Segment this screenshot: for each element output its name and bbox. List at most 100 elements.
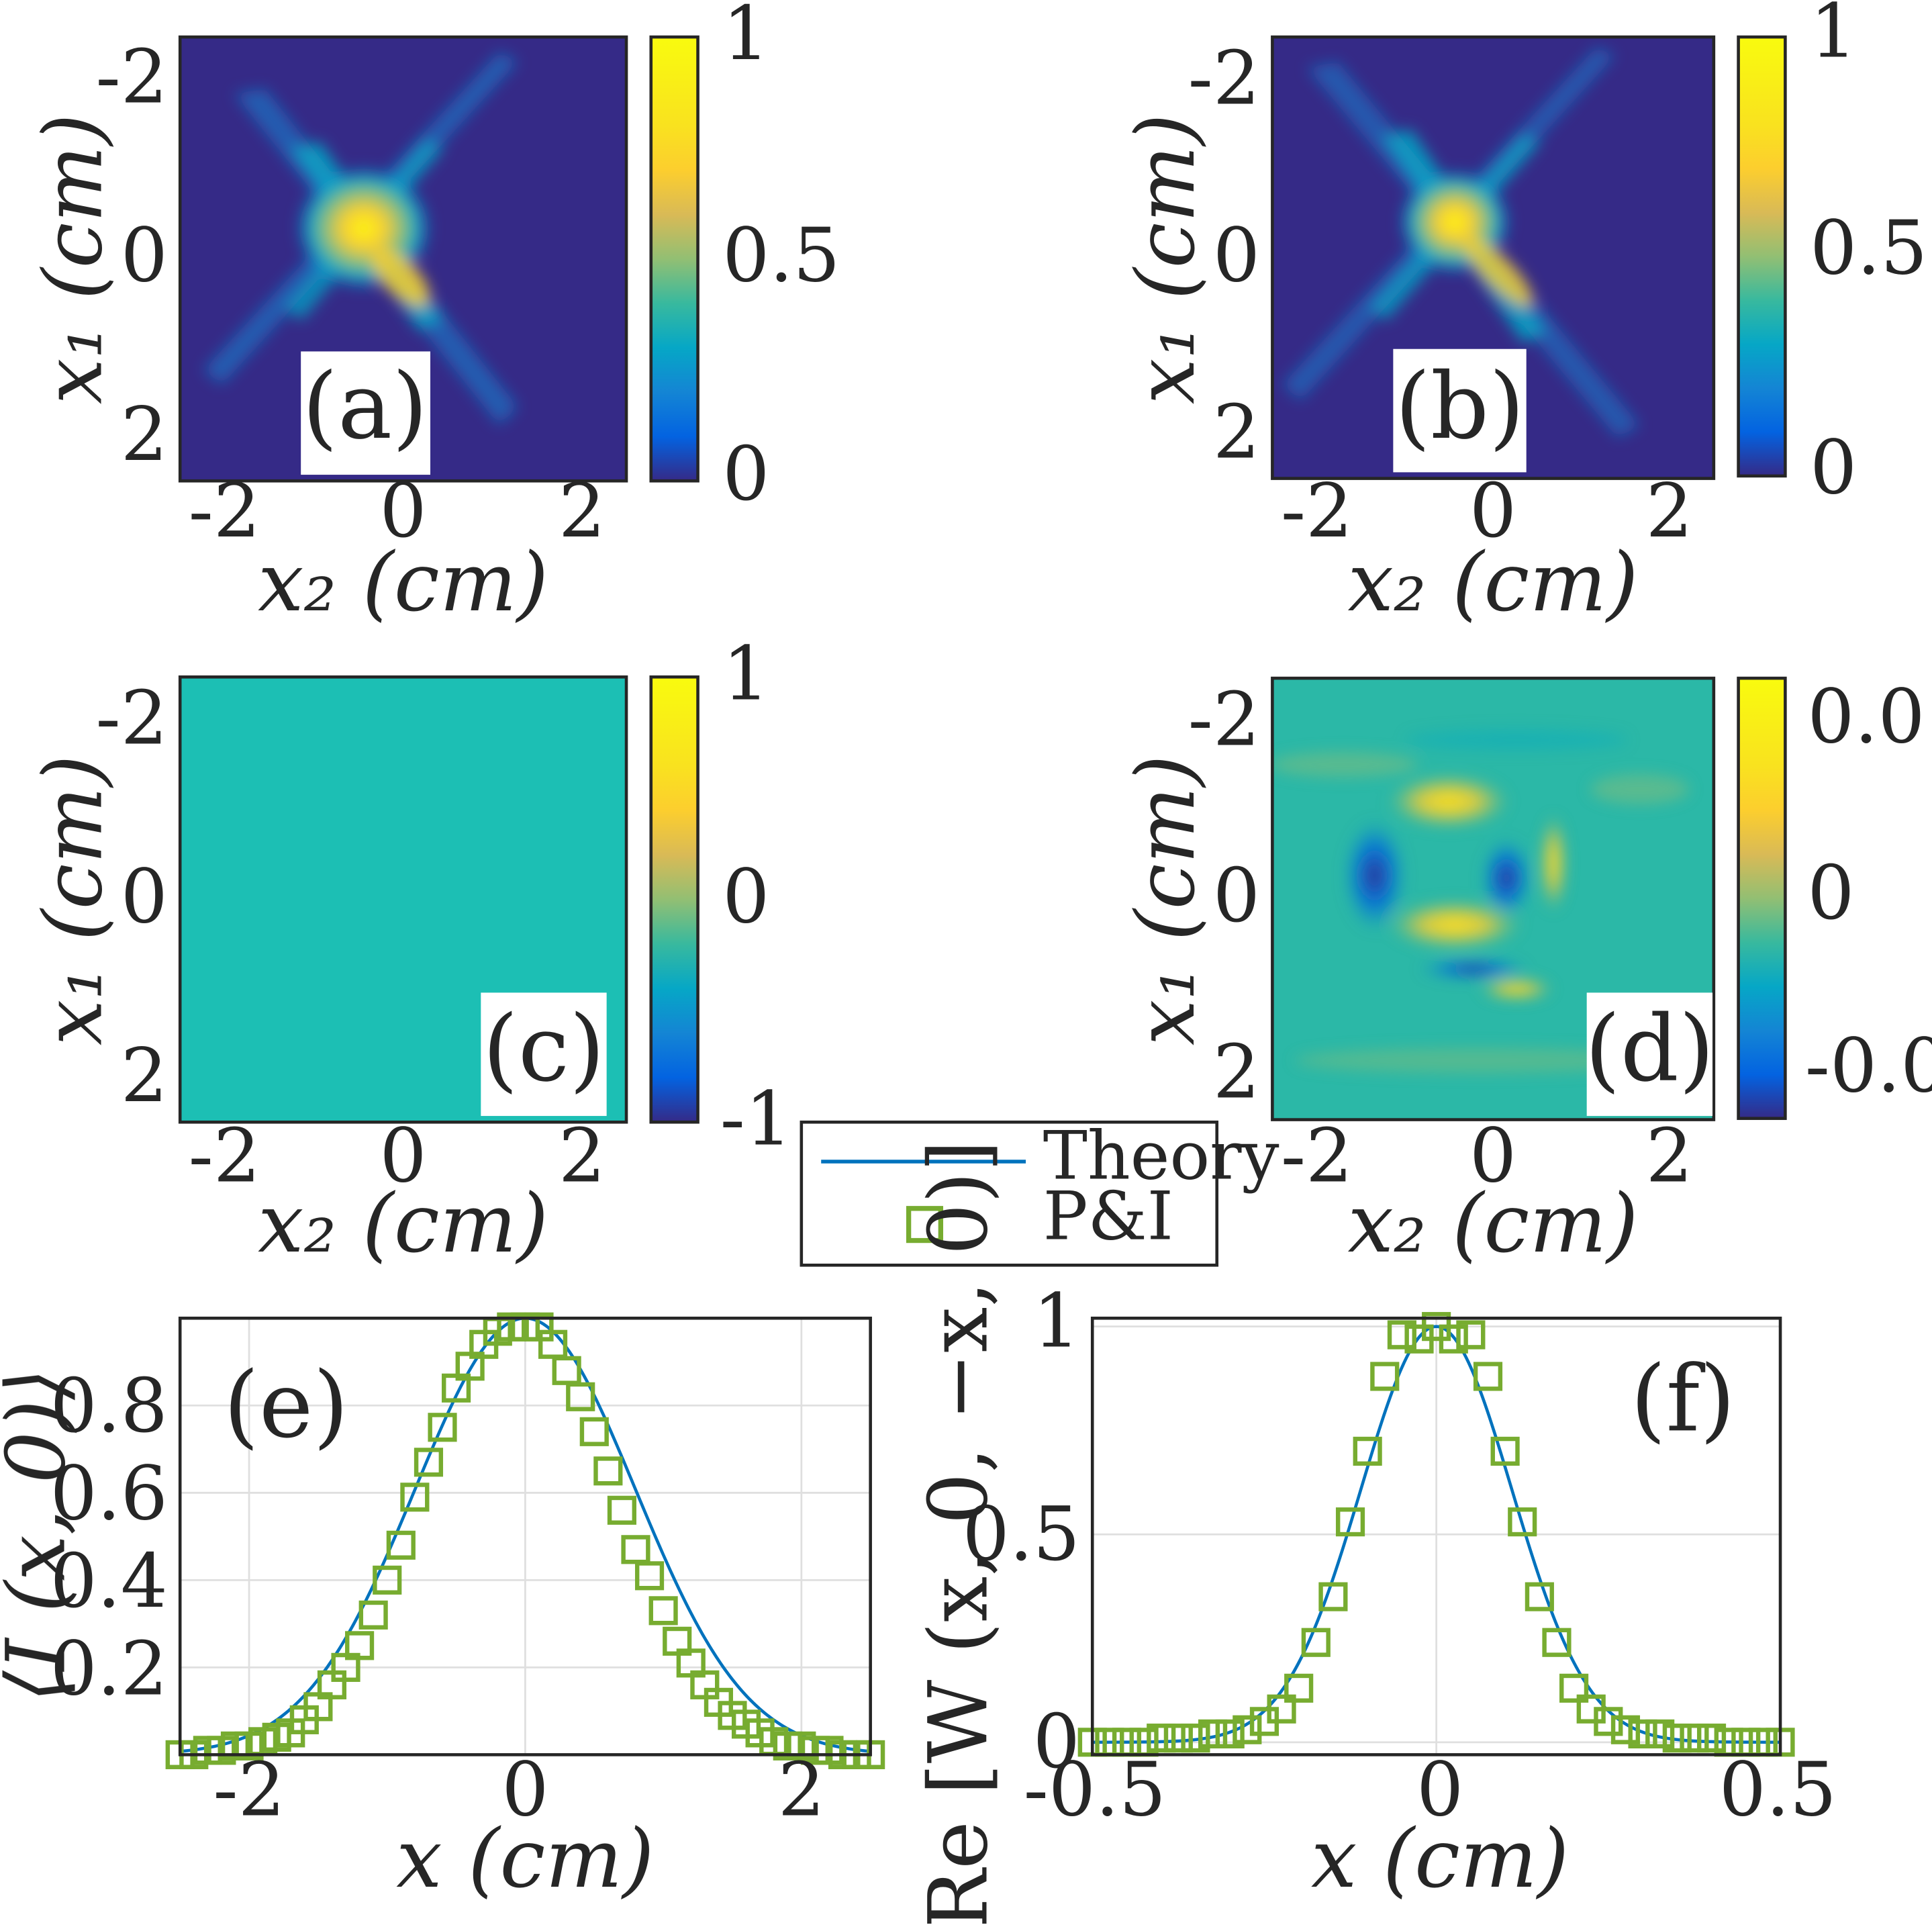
ytick-e-0: 0.2 (50, 1626, 168, 1711)
pi-marker-f-35 (1680, 1724, 1709, 1753)
pi-marker-f-13 (1301, 1628, 1331, 1657)
ytick-c-0: -2 (95, 675, 167, 761)
ylabel-b: x₁ (cm) (1118, 113, 1213, 404)
cbar-a-tick-min: 0 (722, 431, 769, 517)
panel-label-a: (a) (302, 354, 428, 460)
axis-a-xticks: -2 0 2 (189, 468, 606, 554)
pi-marker-f-36 (1696, 1724, 1727, 1753)
pi-marker-f-24 (1490, 1436, 1520, 1466)
cbar-b-tick-mid: 0.5 (1810, 205, 1927, 291)
ytick-f-2: 1 (1033, 1278, 1080, 1364)
ylabel-e: ⟨I (x, 0)⟩ (0, 1368, 84, 1702)
axes-b-box (1271, 35, 1716, 480)
xtick-b-1: 0 (1469, 468, 1516, 554)
xtick-e-0: -2 (213, 1746, 285, 1832)
axes-a-box (178, 35, 628, 483)
heatmap-a-peak-tail (371, 248, 430, 307)
pi-marker-f-23 (1473, 1362, 1503, 1391)
ylabel-f: Re [W (x, 0, −x, 0)] (910, 1140, 1006, 1924)
xtick-e-1: 0 (501, 1746, 548, 1832)
heatmap-d-top-yellow (1387, 774, 1510, 829)
pi-marker-f-8 (1215, 1719, 1245, 1749)
colorbar-c: 1 0 -1 (649, 630, 792, 1162)
pi-marker-e-30 (579, 1417, 609, 1446)
axis-b-yticks: -2 0 2 (1188, 35, 1260, 475)
pi-marker-f-26 (1525, 1582, 1554, 1611)
cbar-d-tick-max: 0.01 (1807, 674, 1932, 760)
pi-marker-e-19 (428, 1413, 457, 1442)
panel-label-d: (d) (1585, 996, 1714, 1102)
xtick-a-1: 0 (380, 468, 427, 554)
axis-e-yticks: 0.2 0.4 0.6 0.8 (50, 1363, 168, 1711)
pi-marker-e-17 (400, 1483, 430, 1512)
grid-e (180, 1318, 871, 1755)
pi-marker-f-33 (1645, 1719, 1675, 1749)
ytick-a-1: 0 (121, 213, 168, 299)
xtick-d-0: -2 (1281, 1113, 1353, 1198)
legend-box (800, 1120, 1219, 1267)
colorbar-a: 1 0.5 0 (649, 0, 840, 517)
xtick-e-2: 2 (778, 1746, 825, 1832)
label-c-box (481, 992, 607, 1117)
pi-marker-f-22 (1456, 1320, 1486, 1350)
xtick-a-0: -2 (189, 468, 260, 554)
pi-marker-e-14 (358, 1600, 388, 1630)
pi-marker-e-18 (414, 1448, 444, 1477)
xtick-d-1: 0 (1469, 1113, 1516, 1198)
colorbar-b-bar (1737, 35, 1787, 478)
ytick-f-0: 0 (1033, 1699, 1080, 1785)
heatmap-b-peak-tail (1463, 236, 1533, 306)
ylabel-a: x₁ (cm) (26, 113, 121, 404)
xtick-c-0: -2 (189, 1113, 260, 1198)
pi-marker-f-9 (1233, 1715, 1262, 1744)
pi-marker-f-6 (1181, 1724, 1210, 1753)
pi-marker-f-21 (1439, 1324, 1468, 1354)
ytick-e-3: 0.8 (50, 1363, 168, 1449)
heatmap-d-ripple-2 (1590, 774, 1690, 804)
axis-b-xticks: -2 0 2 (1281, 468, 1693, 554)
xlabel-c: x₂ (cm) (258, 1176, 548, 1271)
panel-label-c: (c) (483, 996, 605, 1102)
heatmap-d-ripple-3 (1294, 1048, 1665, 1073)
axis-c-xticks: -2 0 2 (189, 1113, 606, 1198)
legend-theory-label: Theory (1043, 1118, 1279, 1195)
ytick-c-2: 2 (121, 1033, 168, 1119)
pi-marker-e-32 (607, 1495, 637, 1525)
pi-marker-f-32 (1628, 1719, 1657, 1749)
xlabel-f: x (cm) (1311, 1811, 1569, 1906)
heatmap-d-left-blue (1343, 820, 1406, 931)
heatmap-d-ripple-1 (1272, 752, 1418, 778)
xtick-f-0: -0.5 (1024, 1746, 1166, 1832)
pi-marker-f-15 (1335, 1507, 1365, 1537)
label-b-box (1393, 348, 1527, 473)
xlabel-b: x₂ (cm) (1348, 534, 1639, 630)
panel-label-b: (b) (1395, 354, 1525, 460)
pi-marker-f-17 (1370, 1362, 1400, 1391)
ytick-e-2: 0.6 (50, 1451, 168, 1537)
ylabel-d: x₁ (cm) (1118, 755, 1213, 1045)
xtick-c-1: 0 (380, 1113, 427, 1198)
panel-c: (c) -2 0 2 -2 0 2 x₂ (cm) x₁ (cm) 1 0 -1 (26, 630, 792, 1271)
axis-c-yticks: -2 0 2 (95, 675, 167, 1119)
cbar-d-tick-min: -0.01 (1805, 1023, 1932, 1109)
ytick-b-0: -2 (1188, 35, 1260, 121)
pi-marker-f-18 (1387, 1320, 1416, 1350)
cbar-a-tick-mid: 0.5 (722, 213, 840, 299)
pi-marker-e-34 (634, 1561, 665, 1591)
legend: Theory P&I (800, 1118, 1279, 1267)
colorbar-a-bar (649, 35, 699, 483)
pi-marker-f-27 (1542, 1628, 1572, 1657)
legend-pi-label: P&I (1043, 1178, 1173, 1256)
axis-f-yticks: 0 0.5 1 (963, 1278, 1080, 1784)
axis-d-yticks: -2 0 2 (1188, 676, 1260, 1115)
cbar-a-tick-max: 1 (722, 0, 769, 77)
panel-e: (e) -2 0 2 0.2 0.4 0.6 0.8 x (cm) ⟨I (x,… (0, 1312, 885, 1906)
pi-marker-f-34 (1662, 1724, 1692, 1753)
pi-marker-f-31 (1610, 1715, 1641, 1744)
pi-marker-e-13 (345, 1631, 375, 1660)
pi-marker-e-29 (566, 1382, 595, 1411)
heatmap-a-field (203, 52, 518, 426)
xtick-f-1: 0 (1416, 1746, 1463, 1832)
axes-d-box (1271, 676, 1716, 1121)
